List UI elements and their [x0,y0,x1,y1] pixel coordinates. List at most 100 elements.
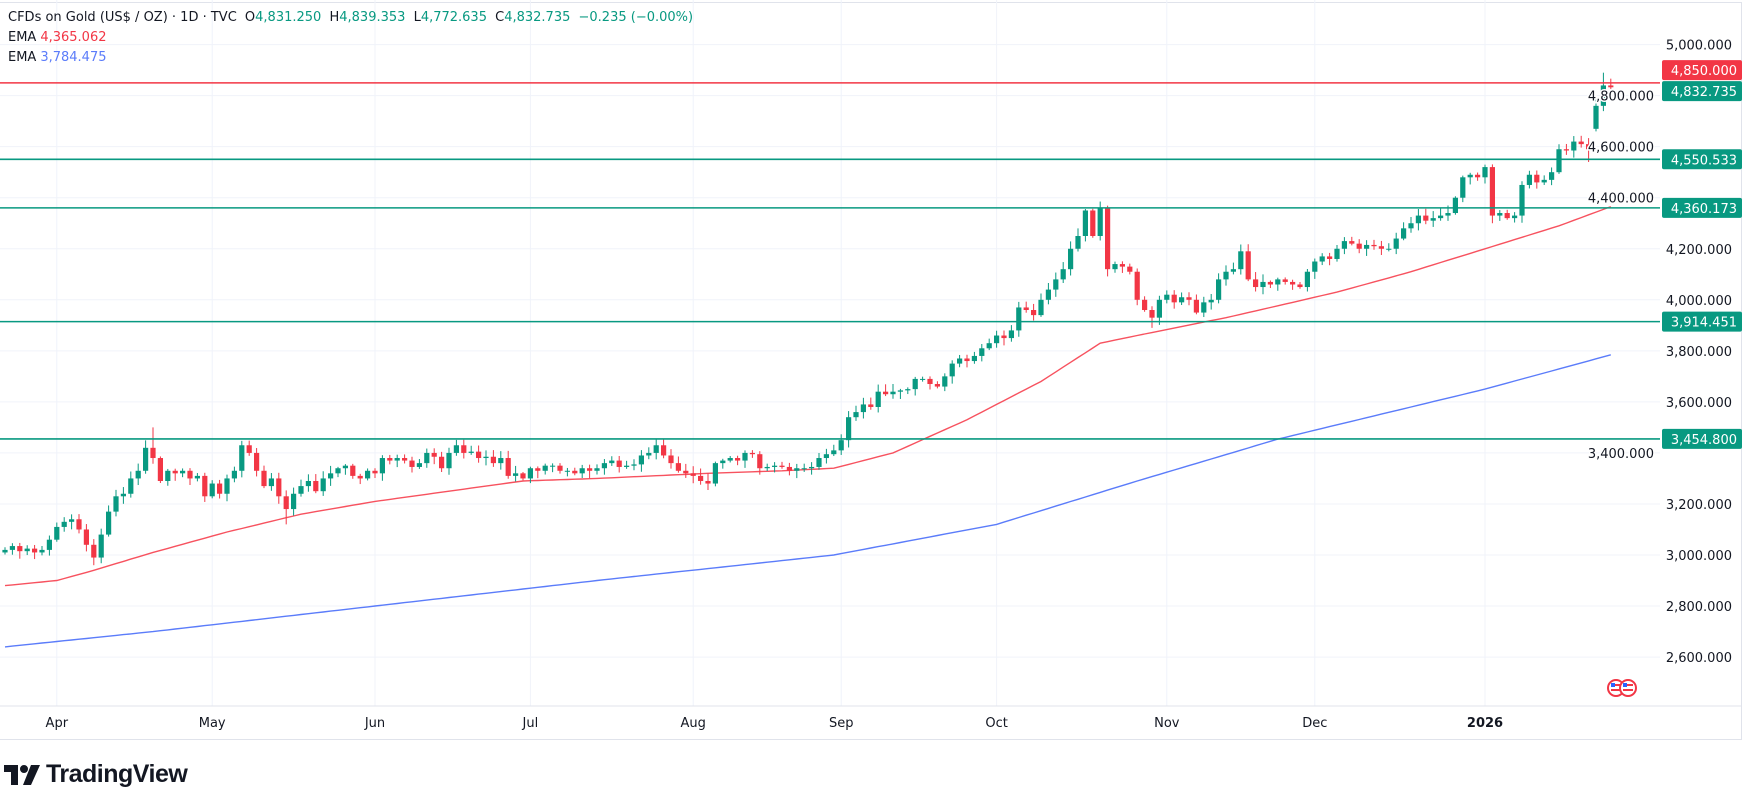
y-tick-label: 2,800.000 [1666,600,1732,615]
candle-up [631,464,637,466]
candle-up [135,470,141,479]
symbol-title[interactable]: CFDs on Gold (US$ / OZ) · 1D · TVC [8,10,237,25]
candle-down [1282,279,1288,282]
candle-up [335,468,341,474]
candle-down [757,454,763,469]
candle-down [1586,144,1592,150]
candle-down [520,473,526,479]
candle-up [379,458,385,474]
candle-up [468,451,474,453]
candle-up [942,376,948,387]
candle-up [1386,248,1392,250]
candle-up [1452,197,1458,214]
ema-slow-value: 3,784.475 [40,50,107,65]
tradingview-logo-icon [4,764,40,785]
x-tick-label: Nov [1154,716,1180,731]
flag-circle [1619,679,1637,697]
candle-up [1460,177,1466,198]
price-chart[interactable]: Apr May Jun Jul Aug Sep Oct Nov Dec 2026 5,000.000… [0,0,1748,745]
candle-down [661,445,667,456]
tradingview-logo[interactable]: TradingView [4,760,188,789]
candle-up [1075,236,1081,249]
candle-down [675,463,681,471]
x-tick-label: Oct [985,716,1007,731]
chart-frame [0,2,1742,740]
candle-up [165,470,171,481]
candle-up [1304,271,1310,288]
candle-down [1290,281,1296,285]
flag-stripe [1611,684,1621,686]
x-tick-label: May [199,716,226,731]
candle-up [957,358,963,364]
candle-down [1267,281,1273,285]
level-price-tag-bg [1662,428,1742,449]
candle-up [1497,213,1503,216]
candle-down [668,455,674,464]
close-value: 4,832.735 [504,10,571,25]
candle-up [1593,105,1599,129]
y-tick-label: 5,000.000 [1666,39,1732,54]
candle-up [720,460,726,464]
candle-up [1415,215,1421,224]
candle-down [1475,174,1481,178]
high-label: H [329,10,340,25]
candles [2,72,1614,566]
candle-down [1149,310,1155,318]
candle-down [1327,256,1333,259]
candle-down [557,465,563,471]
candle-down [1171,294,1177,303]
candle-down [276,478,282,497]
candle-up [231,470,237,479]
level-price-tag: 3,914.451 [1671,316,1737,331]
candle-up [1097,207,1103,236]
level-price-tag-bg [1662,311,1742,332]
candle-down [313,480,319,492]
candle-up [1053,279,1059,290]
level-price-tag-bg [1662,60,1742,81]
candle-down [698,475,704,481]
candle-down [779,465,785,467]
candle-down [402,458,408,461]
candle-down [934,384,940,387]
candle-up [106,511,112,535]
candle-up [1223,271,1229,280]
candle-up [1216,279,1222,300]
level-price-tag: 4,850.000 [1671,64,1737,79]
candle-up [1556,149,1562,173]
candle-down [868,404,874,407]
candle-up [1549,172,1555,180]
candle-down [1371,244,1377,247]
candle-up [1008,330,1014,339]
candle-up [239,445,245,471]
candle-up [712,463,718,484]
candle-up [1445,213,1451,216]
candle-up [1430,218,1436,221]
candle-up [742,452,748,461]
candle-up [772,465,778,467]
y-tick-label: 2,600.000 [1666,651,1732,666]
candle-up [609,460,615,464]
candle-down [883,391,889,395]
candle-down [705,480,711,484]
candle-down [187,470,193,479]
candle-up [1526,174,1532,185]
candle-up [1238,251,1244,270]
candle-up [897,390,903,392]
candle-down [1245,251,1251,280]
candle-down [172,470,178,474]
candle-up [98,534,104,558]
candle-down [32,548,38,553]
ema-slow-legend[interactable]: EMA 3,784.475 [8,50,111,65]
brand-name: TradingView [46,760,188,788]
ema-fast-legend[interactable]: EMA 4,365.062 [8,30,111,45]
candle-up [1164,294,1170,300]
candle-up [1112,264,1118,270]
candle-down [1105,207,1111,270]
level-price-tag-bg [1662,149,1742,170]
candle-up [971,355,977,362]
candle-down [1193,299,1199,313]
ema-fast-value: 4,365.062 [40,30,107,45]
x-tick-label: Dec [1302,716,1327,731]
candle-down [1186,297,1192,300]
candle-up [624,465,630,467]
